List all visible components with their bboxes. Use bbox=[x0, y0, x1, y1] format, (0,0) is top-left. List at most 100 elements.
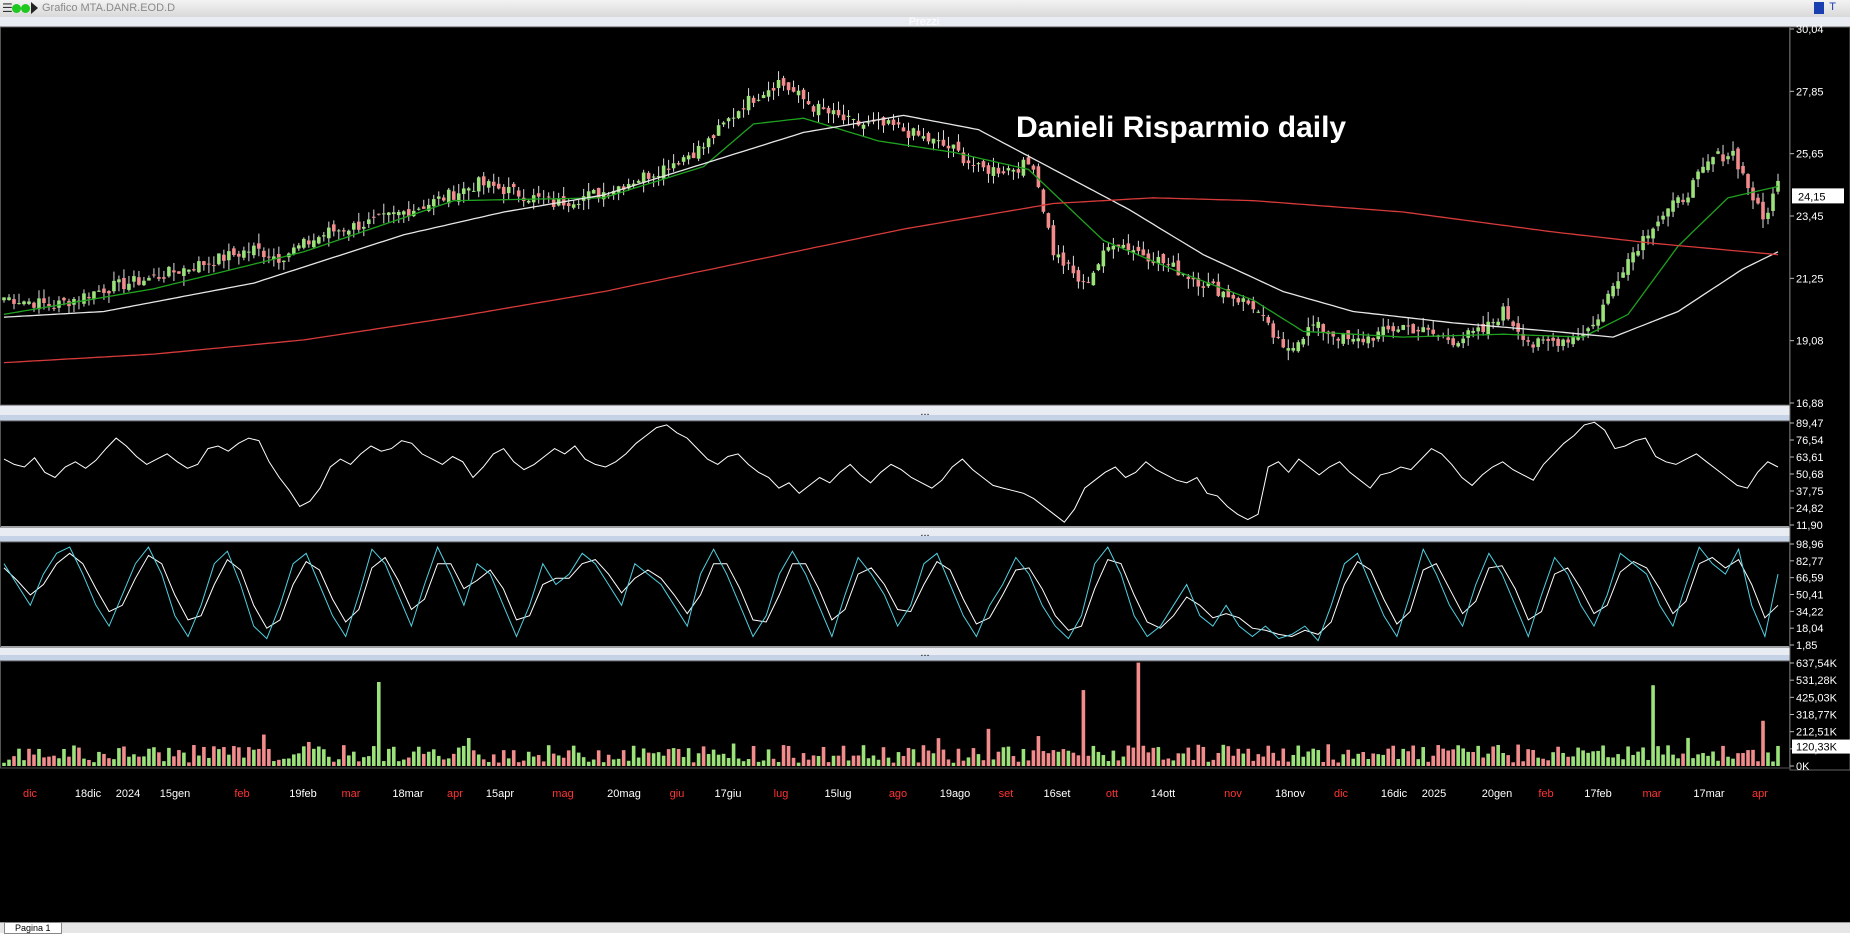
candle bbox=[1361, 331, 1366, 346]
candle bbox=[152, 268, 156, 278]
candle bbox=[1636, 243, 1640, 257]
candle bbox=[1196, 272, 1201, 296]
candle bbox=[1551, 332, 1555, 347]
candle bbox=[1686, 192, 1690, 206]
candle bbox=[766, 81, 771, 102]
menu-icon[interactable]: ☰ bbox=[2, 1, 13, 15]
candle bbox=[22, 300, 26, 306]
green-status-icon[interactable] bbox=[12, 4, 21, 13]
candle bbox=[227, 243, 231, 270]
candle bbox=[1291, 342, 1296, 353]
volume-bar bbox=[686, 748, 691, 766]
candle bbox=[1051, 219, 1056, 261]
volume-bar bbox=[252, 749, 256, 766]
volume-bar bbox=[1491, 746, 1495, 766]
volume-bar bbox=[1621, 759, 1625, 766]
window-title: Grafico MTA.DANR.EOD.D bbox=[42, 2, 176, 14]
x-axis-date-label: 14ott bbox=[1151, 788, 1175, 800]
volume-bar bbox=[1606, 757, 1610, 766]
candle bbox=[1416, 326, 1421, 341]
page-tab[interactable]: Pagina 1 bbox=[4, 922, 62, 934]
volume-bar bbox=[237, 747, 241, 766]
play-icon[interactable] bbox=[31, 2, 38, 14]
volume-bar bbox=[1291, 754, 1296, 766]
volume-bar bbox=[831, 755, 836, 766]
candle bbox=[821, 98, 826, 110]
volume-bar bbox=[1146, 752, 1151, 766]
volume-bar bbox=[1726, 756, 1730, 766]
candle bbox=[1376, 327, 1381, 342]
candle bbox=[82, 289, 86, 307]
candle bbox=[1166, 257, 1171, 272]
candle bbox=[486, 179, 491, 193]
volume-bar bbox=[1226, 746, 1231, 766]
volume-bar bbox=[691, 762, 696, 766]
candle bbox=[706, 136, 711, 154]
candle bbox=[386, 211, 391, 223]
candle bbox=[1626, 253, 1630, 281]
candle bbox=[461, 181, 466, 203]
x-axis-date-label: 15apr bbox=[486, 788, 514, 800]
x-axis-date-label: lug bbox=[774, 788, 789, 800]
candle bbox=[511, 182, 516, 195]
volume-bar bbox=[621, 750, 626, 766]
candle bbox=[122, 269, 126, 294]
volume-bar bbox=[1286, 761, 1291, 766]
candle bbox=[232, 246, 236, 257]
volume-bar bbox=[1086, 755, 1091, 766]
candle bbox=[656, 166, 661, 186]
candle bbox=[436, 191, 441, 207]
status-bar: Pagina 1 bbox=[0, 922, 1850, 934]
candle bbox=[626, 178, 631, 191]
stochastic-k-line bbox=[3, 545, 1779, 642]
volume-bar bbox=[791, 757, 796, 766]
x-axis-date-label: apr bbox=[447, 788, 463, 800]
candle bbox=[1281, 331, 1286, 349]
volume-bar bbox=[1616, 754, 1620, 766]
candle bbox=[317, 235, 321, 245]
candle bbox=[846, 110, 851, 126]
volume-bar bbox=[1111, 750, 1116, 766]
volume-bar bbox=[1641, 747, 1645, 766]
candle bbox=[167, 265, 171, 278]
candle bbox=[416, 207, 421, 211]
panel-separator-handle[interactable]: ... bbox=[920, 406, 929, 418]
panel-separator-handle[interactable]: ... bbox=[920, 527, 929, 539]
panel-separator-handle[interactable]: ... bbox=[920, 647, 929, 659]
volume-bar bbox=[636, 757, 641, 766]
candle bbox=[1161, 253, 1166, 272]
volume-bar bbox=[1401, 748, 1406, 766]
candle bbox=[1151, 252, 1156, 266]
chart-canvas[interactable]: ......... 30,04 27,85 25,65 23,45 21,25 19,08… bbox=[0, 17, 1850, 922]
x-axis-date-label: mag bbox=[552, 788, 573, 800]
volume-bar bbox=[816, 756, 821, 766]
volume-bar bbox=[217, 749, 221, 766]
volume-bar bbox=[1531, 749, 1535, 766]
volume-bar bbox=[381, 761, 386, 766]
volume-bar bbox=[1096, 751, 1101, 766]
chart-area[interactable]: ......... 30,04 27,85 25,65 23,45 21,25 19,08… bbox=[0, 17, 1850, 932]
candle bbox=[1206, 272, 1211, 289]
volume-bar bbox=[1571, 756, 1575, 766]
volume-bar bbox=[981, 760, 986, 766]
candle bbox=[1346, 330, 1351, 345]
volume-bar bbox=[426, 751, 431, 766]
green-status-icon-2[interactable] bbox=[21, 4, 30, 13]
volume-bar bbox=[17, 748, 21, 766]
rsi-axis-tick-label: 37,75 bbox=[1796, 486, 1824, 498]
help-label[interactable]: T bbox=[1829, 1, 1836, 13]
x-axis-date-label: feb bbox=[234, 788, 249, 800]
volume-bar bbox=[696, 753, 701, 766]
candle bbox=[252, 242, 256, 259]
volume-bar bbox=[736, 758, 741, 766]
candle bbox=[1751, 181, 1755, 210]
candle bbox=[247, 242, 251, 262]
candle bbox=[1106, 242, 1111, 252]
volume-bar bbox=[361, 757, 366, 766]
candle bbox=[1266, 314, 1271, 326]
volume-bar bbox=[1361, 752, 1366, 766]
candle bbox=[751, 95, 756, 108]
help-icon[interactable] bbox=[1814, 2, 1824, 14]
candle bbox=[961, 147, 966, 166]
volume-bar bbox=[32, 754, 36, 766]
